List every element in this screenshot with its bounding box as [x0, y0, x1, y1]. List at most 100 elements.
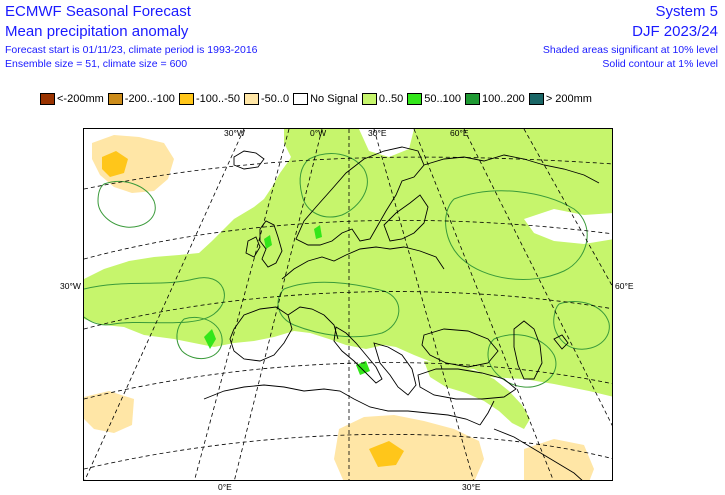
legend-item: 100..200: [464, 93, 525, 105]
legend-item: 50..100: [407, 93, 461, 105]
contour-line-northwest: [97, 180, 156, 228]
chart-title: ECMWF Seasonal Forecast: [5, 3, 191, 20]
parallel-60n: [84, 219, 612, 260]
legend-item: No Signal: [293, 93, 358, 105]
coastline-british-isles: [259, 220, 283, 268]
no-signal-east-patch: [524, 209, 612, 244]
legend-label: -50..0: [260, 93, 290, 105]
legend-swatch: [528, 93, 544, 105]
coastline-scandinavia: [295, 146, 425, 246]
meridian-45e: [413, 129, 554, 480]
legend-item: <-200mm: [40, 93, 104, 105]
dry-anomaly-northwest-area: [92, 135, 174, 193]
drier-anomaly-northwest-area: [102, 151, 128, 177]
coastline-turkey: [417, 368, 517, 400]
legend-swatch: [243, 93, 259, 105]
lon-label-30w-left: 30°W: [60, 281, 81, 291]
coastline-caspian: [513, 320, 543, 380]
coastline-europe-mainland: [281, 246, 445, 280]
meridian-15w: [194, 129, 290, 480]
legend-item: -50..0: [243, 93, 290, 105]
contour-line-east: [553, 301, 610, 350]
meridian-30w: [84, 129, 245, 480]
color-legend: <-200mm -200..-100 -100..-50 -50..0 No Signa…: [40, 92, 596, 106]
legend-label: 100..200: [481, 93, 525, 105]
legend-item: 0..50: [361, 93, 404, 105]
contour-line-central-europe: [277, 281, 400, 338]
wetter-anomaly-adriatic: [356, 361, 370, 375]
legend-label: -100..-50: [195, 93, 240, 105]
graticule: [84, 129, 612, 480]
legend-swatch: [178, 93, 194, 105]
legend-swatch: [293, 93, 309, 105]
meridian-75e: [523, 129, 612, 287]
legend-label: 50..100: [424, 93, 461, 105]
legend-swatch: [361, 93, 377, 105]
coastline-black-sea: [421, 328, 499, 368]
coastline-aral: [553, 334, 569, 350]
anomaly-shading: [84, 129, 612, 480]
coastline-arabia: [493, 428, 583, 480]
lon-label-30e-top: 30°E: [368, 128, 387, 138]
coastlines: [203, 146, 600, 480]
coastline-russia-north: [423, 154, 600, 184]
lon-label-30w-top: 30°W: [224, 128, 245, 138]
legend-item: -100..-50: [178, 93, 240, 105]
lon-label-0-top: 0°W: [310, 128, 327, 138]
legend-swatch: [107, 93, 123, 105]
meridian-0: [234, 129, 323, 480]
ensemble-info: Ensemble size = 51, climate size = 600: [5, 58, 188, 70]
coastline-italy: [333, 326, 383, 384]
dry-anomaly-morocco-area: [84, 391, 134, 433]
dry-anomaly-arabia-area: [524, 439, 594, 480]
no-signal-north-patch: [359, 129, 414, 157]
wetter-anomaly-norway: [314, 225, 322, 239]
contour-line-russia: [445, 190, 588, 281]
coastline-france-med: [287, 306, 339, 340]
drier-anomaly-sahara-area: [369, 441, 404, 467]
legend-label: <-200mm: [57, 93, 104, 105]
forecast-info: Forecast start is 01/11/23, climate peri…: [5, 44, 258, 56]
dry-anomaly-sahara-area: [334, 415, 484, 480]
wet-anomaly-greenland-area: [284, 129, 312, 159]
meridian-30e: [373, 129, 474, 480]
anomaly-map: 30°W 0°W 30°E 60°E: [83, 128, 613, 481]
parallel-30n: [84, 433, 612, 470]
wetter-anomaly-iberia-coast: [204, 329, 216, 349]
parallel-40n: [84, 362, 612, 400]
map-canvas: [84, 129, 612, 480]
legend-item: -200..-100: [107, 93, 175, 105]
system-label: System 5: [655, 3, 718, 20]
lon-label-30e-bottom: 30°E: [462, 482, 481, 492]
legend-label: -200..-100: [124, 93, 175, 105]
wet-anomaly-north-area: [84, 129, 612, 397]
coastline-balkans-greece: [373, 342, 417, 396]
coastline-iceland: [233, 150, 265, 170]
parallel-50n: [84, 291, 612, 330]
legend-label: > 200mm: [545, 93, 592, 105]
legend-swatch: [464, 93, 480, 105]
lon-label-60e-top: 60°E: [450, 128, 469, 138]
wetter-anomaly-scotland: [264, 235, 272, 249]
legend-swatch: [407, 93, 423, 105]
parallel-70n: [84, 156, 612, 190]
coastline-levant: [479, 400, 495, 426]
coastline-north-africa: [203, 384, 481, 426]
coastline-finland-baltic: [383, 194, 429, 242]
wet-anomaly-southeast-area: [424, 361, 530, 429]
season-label: DJF 2023/24: [632, 23, 718, 40]
coastline-iberia: [229, 306, 293, 362]
contour-line-atlantic: [84, 277, 225, 326]
lon-label-60e-right: 60°E: [615, 281, 634, 291]
significance-contours: [84, 153, 610, 388]
legend-label: 0..50: [378, 93, 404, 105]
legend-item: > 200mm: [528, 93, 592, 105]
contour-line-iberia: [176, 317, 223, 359]
coastline-ireland: [245, 236, 261, 258]
legend-swatch: [40, 93, 55, 105]
significance-shaded-note: Shaded areas significant at 10% level: [542, 44, 718, 56]
significance-contour-note: Solid contour at 1% level: [602, 58, 718, 70]
chart-subtitle: Mean precipitation anomaly: [5, 23, 189, 40]
legend-label: No Signal: [310, 93, 358, 105]
lon-label-0-bottom: 0°E: [218, 482, 232, 492]
